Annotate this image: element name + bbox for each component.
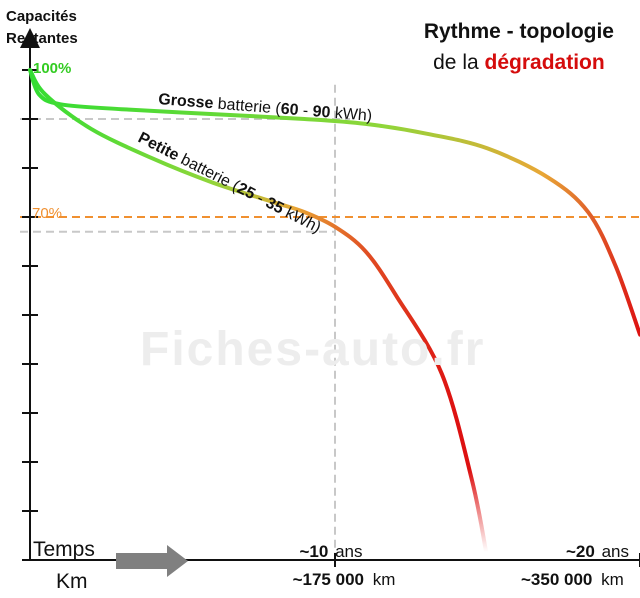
x-label-distance: Km (56, 570, 88, 593)
series-label-part: 60 (280, 101, 299, 119)
x-label-time: Temps (33, 538, 95, 561)
series-label-part: 90 (312, 103, 331, 121)
y-tick-label-70: 70% (32, 205, 62, 222)
x-tick-label-km-10: ~175 000 km (293, 570, 396, 589)
chart-title-line-1: Rythme - topologie (423, 20, 614, 43)
y-axis-title: Capacités Restantes (6, 8, 78, 47)
time-arrow-icon (116, 545, 188, 577)
chart-title: Rythme - topologie de la dégradation (424, 16, 614, 78)
series-line-big-battery (28, 68, 640, 337)
series-label-part: 35 (263, 194, 287, 217)
series-label-part: - (250, 188, 270, 210)
series-label-part: 25 (234, 180, 258, 203)
series-line-small-battery (28, 68, 490, 562)
watermark: Fiches-auto.fr (140, 323, 486, 376)
chart-title-line-2: de la dégradation (433, 51, 605, 74)
x-tick-label-km-20: ~350 000 km (521, 570, 624, 589)
x-tick-label-years-20: ~20 ans (566, 542, 629, 561)
y-ticks (22, 69, 38, 561)
series-label-part: - (298, 102, 314, 120)
y-tick-label-100: 100% (33, 60, 71, 77)
series-label-big-battery: Grosse batterie (60 - 90 kWh) (158, 91, 373, 125)
series-label-part: batterie ( (213, 95, 282, 117)
series-label-part: kWh) (330, 105, 373, 125)
x-ticks (334, 553, 640, 567)
series-label-part: Grosse (158, 91, 214, 112)
series-label-small-battery: Petite batterie (25 - 35 kWh) (135, 129, 323, 236)
x-tick-label-years-10: ~10 ans (300, 542, 363, 561)
